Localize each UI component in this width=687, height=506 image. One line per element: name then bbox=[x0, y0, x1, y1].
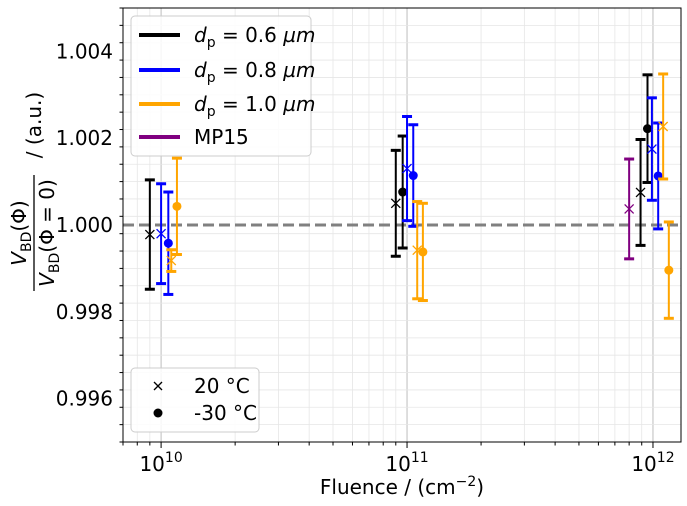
data-point-x-stroke bbox=[144, 229, 155, 240]
x-tick-label: 1010 bbox=[139, 450, 182, 476]
data-point-x bbox=[166, 255, 177, 266]
data-point-dot bbox=[398, 187, 408, 197]
series-0 bbox=[144, 73, 653, 291]
x-tick-label: 1011 bbox=[385, 450, 428, 476]
series-3 bbox=[624, 157, 635, 261]
data-point-dot bbox=[408, 171, 418, 181]
data-point-x-stroke bbox=[658, 121, 669, 132]
legend-x-marker-icon bbox=[153, 381, 163, 391]
data-point-x-stroke bbox=[166, 255, 177, 266]
y-label-numerator: VBD(Φ) bbox=[7, 200, 35, 265]
data-point-x bbox=[144, 229, 155, 240]
data-point-x-stroke bbox=[412, 245, 423, 256]
y-tick-label: 0.998 bbox=[56, 300, 113, 324]
x-axis-label: Fluence / (cm−2) bbox=[320, 474, 484, 499]
data-point-x bbox=[646, 144, 657, 155]
data-point-x bbox=[402, 163, 412, 174]
marker-legend-label-1: -30 °C bbox=[194, 401, 257, 425]
y-axis-label: VBD(Φ) VBD(Φ = 0) / (a.u.) bbox=[7, 92, 63, 291]
data-point-x-stroke bbox=[635, 187, 646, 198]
data-series bbox=[144, 72, 674, 320]
data-point-dot bbox=[642, 124, 652, 134]
data-point-x bbox=[658, 121, 669, 132]
data-point-x-stroke bbox=[624, 203, 635, 214]
series-legend-box bbox=[130, 15, 312, 157]
y-tick-label: 0.996 bbox=[56, 387, 113, 411]
data-point-x bbox=[156, 228, 167, 239]
data-point-dot bbox=[418, 247, 428, 257]
data-point-x bbox=[624, 203, 635, 214]
data-point-dot bbox=[172, 201, 182, 211]
series-2 bbox=[166, 72, 674, 320]
plot-frame bbox=[122, 7, 682, 443]
legend-label-2: dp = 1.0 µm bbox=[194, 92, 315, 120]
data-point-x-stroke bbox=[402, 163, 412, 174]
y-tick-label: 1.004 bbox=[56, 39, 113, 63]
series-1 bbox=[156, 96, 664, 296]
data-point-x-stroke bbox=[390, 198, 401, 209]
data-point-x bbox=[390, 198, 401, 209]
data-point-x-stroke bbox=[156, 228, 167, 239]
legend-label-3: MP15 bbox=[194, 125, 249, 149]
y-label-denominator: VBD(Φ = 0) bbox=[35, 179, 63, 287]
data-point-x-stroke bbox=[646, 144, 657, 155]
legend-dot-marker-icon bbox=[153, 408, 163, 418]
y-tick-label: 1.000 bbox=[56, 213, 113, 237]
x-tick-label: 1012 bbox=[631, 450, 674, 476]
series-legend: dp = 0.6 µm dp = 0.8 µm dp = 1.0 µm MP15 bbox=[130, 15, 315, 157]
legend-label-1: dp = 0.8 µm bbox=[194, 58, 315, 86]
marker-legend-box bbox=[130, 367, 260, 433]
marker-legend-label-0: 20 °C bbox=[194, 374, 250, 398]
data-point-x bbox=[635, 187, 646, 198]
y-tick-label: 1.002 bbox=[56, 126, 113, 150]
data-point-dot bbox=[163, 238, 173, 248]
marker-legend: 20 °C -30 °C bbox=[130, 367, 260, 433]
legend-label-0: dp = 0.6 µm bbox=[194, 23, 315, 51]
data-point-dot bbox=[664, 265, 674, 275]
axis-ticks: 1010 1011 1012 0.996 0.998 1.000 1.002 1.004 bbox=[56, 7, 675, 476]
y-label-unit: / (a.u.) bbox=[22, 92, 46, 158]
